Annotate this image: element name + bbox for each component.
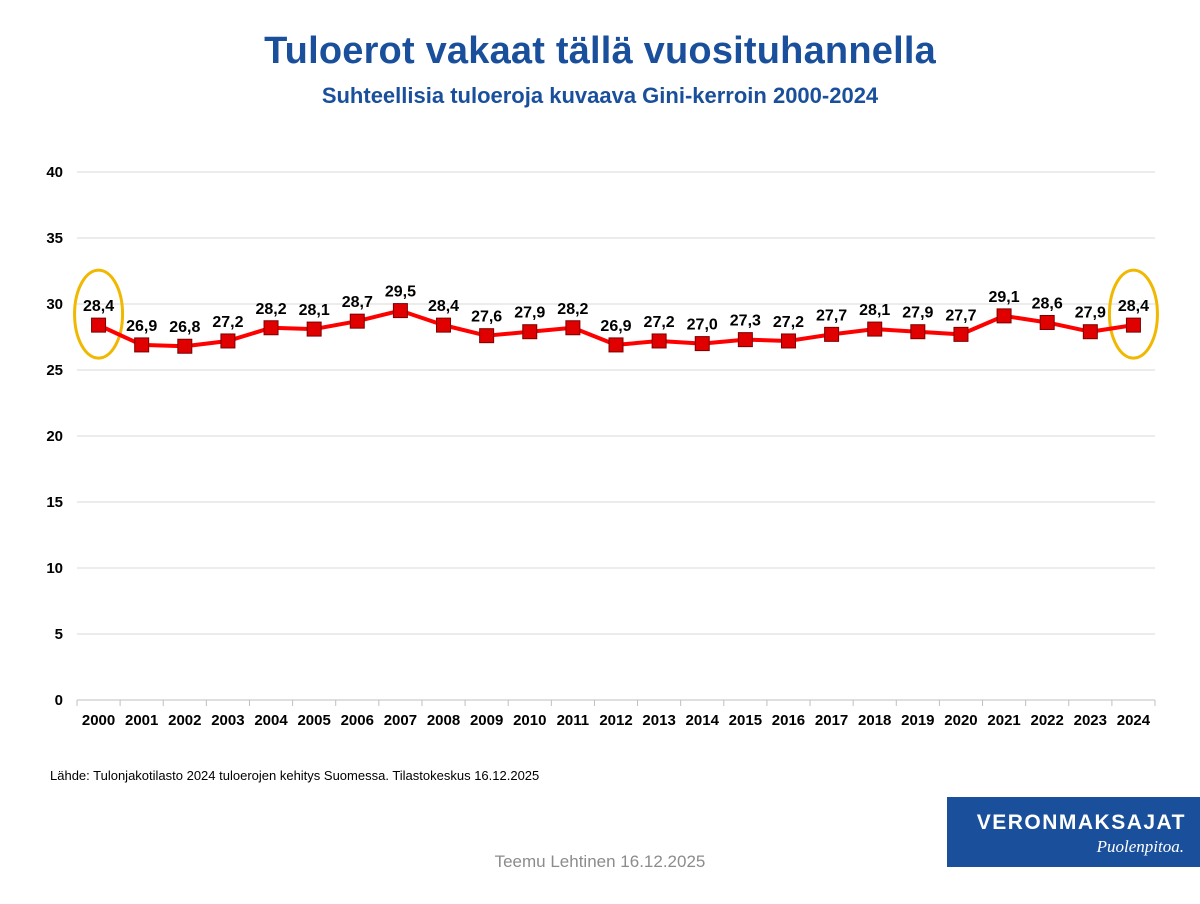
- x-tick-label-2012: 2012: [599, 712, 632, 729]
- data-label-2021: 29,1: [989, 289, 1020, 306]
- marker-2016: [780, 333, 796, 349]
- x-tick-label-2019: 2019: [901, 712, 934, 729]
- marker-2010: [522, 324, 538, 340]
- veronmaksajat-logo: VERONMAKSAJAT Puolenpitoa.: [947, 797, 1200, 867]
- x-tick-label-2008: 2008: [427, 712, 460, 729]
- x-tick-label-2018: 2018: [858, 712, 891, 729]
- data-label-2006: 28,7: [342, 294, 373, 311]
- data-label-2019: 27,9: [902, 305, 933, 322]
- x-tick-label-2010: 2010: [513, 712, 546, 729]
- marker-2023: [1082, 324, 1098, 340]
- chart-title: Tuloerot vakaat tällä vuosituhannella: [264, 30, 936, 72]
- x-tick-label-2021: 2021: [987, 712, 1020, 729]
- data-label-2012: 26,9: [600, 318, 631, 335]
- data-label-2013: 27,2: [644, 314, 675, 331]
- highlight-ellipse-2024: [1107, 268, 1159, 360]
- marker-2015: [737, 332, 753, 348]
- data-label-2005: 28,1: [299, 302, 330, 319]
- data-label-2022: 28,6: [1032, 295, 1063, 312]
- data-label-2018: 28,1: [859, 302, 890, 319]
- series-gini: [91, 303, 1141, 354]
- data-labels: 28,4 26,9 26,8 27,2 28,2 28,1 28,7 29,5 28,4 27,6…: [83, 284, 1149, 337]
- data-label-2009: 27,6: [471, 309, 502, 326]
- marker-2008: [436, 317, 452, 333]
- author-footer: Teemu Lehtinen 16.12.2025: [494, 852, 706, 871]
- marker-2019: [910, 324, 926, 340]
- data-label-2002: 26,8: [169, 319, 200, 336]
- data-label-2017: 27,7: [816, 307, 847, 324]
- x-tick-label-2014: 2014: [686, 712, 720, 729]
- data-label-2004: 28,2: [255, 301, 286, 318]
- data-label-2010: 27,9: [514, 305, 545, 322]
- source-note: Lähde: Tulonjakotilasto 2024 tuloerojen …: [50, 768, 540, 783]
- marker-2004: [263, 320, 279, 336]
- marker-2005: [306, 321, 322, 337]
- x-tick-label-2001: 2001: [125, 712, 158, 729]
- marker-2002: [177, 338, 193, 354]
- marker-2021: [996, 308, 1012, 324]
- y-tick-label-25: 25: [46, 362, 63, 379]
- marker-2014: [694, 336, 710, 352]
- marker-2006: [349, 313, 365, 329]
- data-label-2008: 28,4: [428, 298, 459, 315]
- marker-2011: [565, 320, 581, 336]
- y-tick-label-0: 0: [55, 692, 63, 709]
- x-tick-label-2005: 2005: [297, 712, 330, 729]
- data-label-2001: 26,9: [126, 318, 157, 335]
- data-label-2020: 27,7: [945, 307, 976, 324]
- x-tick-label-2015: 2015: [729, 712, 762, 729]
- marker-2017: [824, 326, 840, 342]
- data-label-2015: 27,3: [730, 313, 761, 330]
- x-tick-label-2017: 2017: [815, 712, 848, 729]
- logo-slogan: Puolenpitoa.: [1096, 837, 1184, 856]
- marker-2000: [91, 317, 107, 333]
- x-tick-label-2023: 2023: [1074, 712, 1107, 729]
- data-label-2011: 28,2: [557, 301, 588, 318]
- x-tick-label-2002: 2002: [168, 712, 201, 729]
- marker-2003: [220, 333, 236, 349]
- marker-2018: [867, 321, 883, 337]
- data-label-2000: 28,4: [83, 298, 114, 315]
- y-tick-label-5: 5: [55, 626, 63, 643]
- marker-2012: [608, 337, 624, 353]
- x-tick-label-2011: 2011: [557, 712, 590, 729]
- x-tick-label-2020: 2020: [944, 712, 977, 729]
- y-tick-label-40: 40: [46, 164, 63, 181]
- data-label-2024: 28,4: [1118, 298, 1149, 315]
- x-tick-label-2007: 2007: [384, 712, 417, 729]
- highlight-ellipse-2000: [73, 268, 125, 360]
- marker-2013: [651, 333, 667, 349]
- data-label-2003: 27,2: [212, 314, 243, 331]
- marker-2024: [1125, 317, 1141, 333]
- marker-2009: [479, 328, 495, 344]
- data-label-2023: 27,9: [1075, 305, 1106, 322]
- x-tick-label-2024: 2024: [1117, 712, 1151, 729]
- gini-line-chart: 0 5 10 15 20 25 30 35 40 2000 2001 2002 2003 2004 2005…: [46, 164, 1159, 729]
- highlight-ellipses: [73, 268, 1159, 360]
- logo-name: VERONMAKSAJAT: [976, 811, 1186, 834]
- y-tick-label-35: 35: [46, 230, 63, 247]
- x-tick-label-2000: 2000: [82, 712, 115, 729]
- data-label-2007: 29,5: [385, 284, 416, 301]
- x-tick-label-2003: 2003: [211, 712, 244, 729]
- x-tick-label-2004: 2004: [254, 712, 288, 729]
- y-tick-label-15: 15: [46, 494, 63, 511]
- marker-2001: [134, 337, 150, 353]
- y-tick-label-20: 20: [46, 428, 63, 445]
- axes: 0 5 10 15 20 25 30 35 40 2000 2001 2002 2003 2004 2005…: [46, 164, 1156, 729]
- data-label-2014: 27,0: [687, 317, 718, 334]
- x-tick-label-2009: 2009: [470, 712, 503, 729]
- chart-subtitle: Suhteellisia tuloeroja kuvaava Gini-kerr…: [321, 83, 879, 108]
- gridlines: [77, 171, 1155, 635]
- x-tick-label-2022: 2022: [1031, 712, 1064, 729]
- x-tick-label-2016: 2016: [772, 712, 805, 729]
- y-tick-label-10: 10: [46, 560, 63, 577]
- data-label-2016: 27,2: [773, 314, 804, 331]
- marker-2007: [392, 303, 408, 319]
- marker-2020: [953, 326, 969, 342]
- x-tick-label-2006: 2006: [341, 712, 374, 729]
- x-tick-label-2013: 2013: [642, 712, 675, 729]
- y-tick-label-30: 30: [46, 296, 63, 313]
- marker-2022: [1039, 314, 1055, 330]
